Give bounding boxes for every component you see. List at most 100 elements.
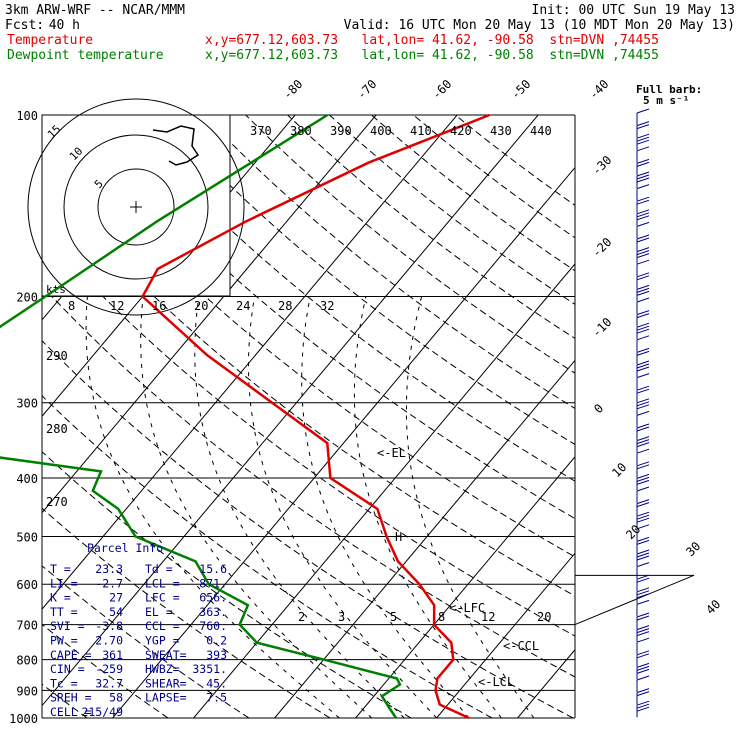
parcel-info-key: LCL = (145, 576, 180, 590)
mixing-ratio-label: 12 (110, 299, 124, 313)
theta-side-label: 280 (46, 422, 68, 436)
parcel-info-value: 0.2 (206, 634, 227, 648)
theta-label: 390 (330, 124, 352, 138)
wind-barb-feather (636, 385, 650, 391)
parcel-info-key: SWEAT= (145, 648, 187, 662)
fcst-label: Fcst: (5, 18, 44, 33)
wind-barb-feather (636, 250, 650, 256)
wind-barb-feather (636, 328, 650, 334)
wind-barb-feather (636, 706, 650, 712)
dry-adiabat (371, 115, 575, 272)
wind-barb-feather (636, 486, 650, 492)
temperature-tick-label: 10 (609, 460, 629, 480)
mixing-ratio-label: 12 (481, 610, 495, 624)
wind-barb-feather (636, 615, 650, 621)
wind-barb-feather (636, 124, 650, 130)
wind-barb-feather (636, 161, 650, 167)
isotherm (193, 263, 575, 718)
parcel-info-value: 58 (109, 691, 123, 705)
wind-barb-feather (636, 310, 650, 316)
wind-barb-feather (636, 410, 650, 416)
mixing-ratio-label: 32 (320, 299, 334, 313)
parcel-info-key: K = (50, 591, 71, 605)
parcel-info-value: 393 (206, 648, 227, 662)
wind-barb-feather (636, 464, 650, 470)
mixing-ratio-label: 3 (338, 610, 345, 624)
wind-barb-feather (636, 275, 650, 281)
legend-dewpoint-name: Dewpoint temperature (7, 48, 164, 63)
theta-label: 370 (250, 124, 272, 138)
parcel-info-value: 656. (199, 591, 227, 605)
wind-barb-feather (636, 174, 650, 180)
fcst-value: 40 h (49, 18, 80, 33)
wind-barb-feather (636, 158, 650, 164)
wind-barb-feather (636, 631, 650, 637)
wind-barb-feather (636, 347, 650, 353)
temperature-tick-label: -50 (508, 77, 533, 102)
pressure-label: 300 (16, 397, 38, 411)
pressure-label: 100 (16, 109, 38, 123)
pressure-labels: 100 200 300 400 500 600 700 800 900 1000 (9, 109, 38, 726)
parcel-info-value: -259 (95, 662, 123, 676)
isotherm (112, 166, 575, 718)
wind-barb-feather (636, 221, 650, 227)
wind-barb-feather (636, 539, 650, 545)
wind-barb-feather (636, 514, 650, 520)
temperature-tick-label: -40 (586, 77, 611, 102)
valid-time: Valid: 16 UTC Mon 20 May 13 (10 MDT Mon … (344, 18, 735, 33)
ccl-marker: <-CCL (503, 639, 539, 653)
moist-adiabat (405, 296, 535, 718)
wind-barb-feather (636, 436, 650, 442)
wind-barb-feather (636, 574, 650, 580)
wind-key-title: Full barb: (636, 83, 702, 96)
dry-adiabat (42, 230, 575, 637)
parcel-info-key: CCL = (145, 619, 180, 633)
parcel-info-key: T = (50, 562, 71, 576)
wind-barb-feather (636, 139, 650, 145)
wind-barb-feather (636, 599, 650, 605)
wind-barb-feather (636, 628, 650, 634)
frame-edge (574, 574, 695, 626)
wind-barb-feather (636, 555, 650, 561)
mixing-ratio-label: 8 (68, 299, 75, 313)
wind-barb-feather (636, 290, 650, 296)
isotherm (355, 456, 575, 718)
isotherm (680, 115, 740, 718)
wind-barb-feather (636, 590, 650, 596)
wind-barb-feather (636, 366, 650, 372)
parcel-info-key: PW = (50, 634, 78, 648)
temperature-tick-label: 20 (623, 522, 643, 542)
wind-barb-feather (636, 388, 650, 394)
parcel-info-value: 3351. (192, 662, 227, 676)
theta-label: 400 (370, 124, 392, 138)
pressure-label: 500 (16, 530, 38, 544)
dry-adiabat (42, 285, 575, 678)
parcel-info-title: Parcel Info (87, 541, 163, 555)
parcel-info-value: 363. (199, 605, 227, 619)
wind-barb-feather (636, 146, 650, 152)
mixing-ratio-label: 8 (438, 610, 445, 624)
pressure-label: 900 (16, 684, 38, 698)
temperature-line (141, 113, 490, 720)
parcel-info-key: CAPE = (50, 648, 92, 662)
dry-adiabat (454, 115, 575, 206)
dry-adiabat (203, 115, 575, 410)
parcel-info-key: HWBZ= (145, 662, 180, 676)
dry-adiabat (42, 451, 412, 718)
wind-barb-feather (636, 650, 650, 656)
temperature-tick-label: 0 (591, 401, 606, 416)
wind-barb-feather (636, 363, 650, 369)
parcel-info-value: 215/49 (81, 705, 123, 719)
model-title: 3km ARW-WRF -- NCAR/MMM (5, 3, 185, 18)
wind-barb-feather (636, 587, 650, 593)
dry-adiabat (329, 115, 575, 305)
temperature-tick-label: -80 (280, 77, 305, 102)
wind-barb-feather (636, 373, 650, 379)
wind-barb-feather (636, 196, 650, 202)
wind-barb-feather (636, 136, 650, 142)
wind-barb-feather (636, 423, 650, 429)
legend-dewpoint-info: x,y=677.12,603.73 lat,lon= 41.62, -90.58… (205, 48, 659, 63)
hodograph-ring (97, 168, 175, 246)
wind-barb-feather (636, 121, 650, 127)
